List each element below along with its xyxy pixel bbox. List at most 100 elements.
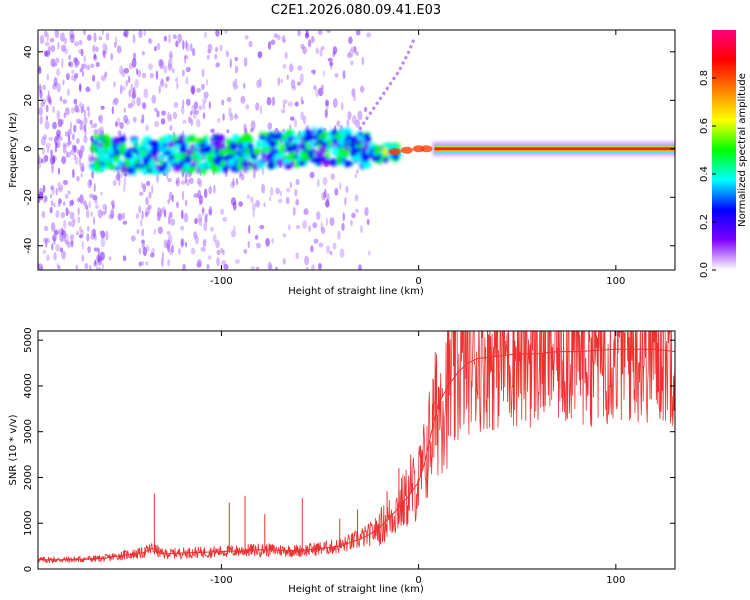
spectrogram-speckle xyxy=(205,78,209,86)
spectrogram-ridge-blob xyxy=(267,161,276,170)
spectrogram-speckle xyxy=(225,50,229,58)
spectrogram-speckle xyxy=(139,191,144,196)
spectrogram-speckle xyxy=(325,217,328,227)
spectrogram-speckle xyxy=(191,104,197,115)
spectrogram-speckle xyxy=(87,179,92,189)
spectrogram-speckle xyxy=(185,66,191,73)
spectrogram-speckle xyxy=(46,146,50,154)
spectrogram-speckle xyxy=(226,129,230,134)
spectrogram-speckle xyxy=(108,214,114,220)
spectrogram-speckle xyxy=(257,51,262,59)
spectrogram-speckle xyxy=(112,204,115,210)
spectrogram-ridge-blob xyxy=(180,144,187,149)
spectrogram-speckle xyxy=(77,207,80,216)
spectrogram-speckle xyxy=(194,109,200,115)
spectrogram-speckle xyxy=(90,63,95,68)
spectrogram-ridge-blob xyxy=(340,132,347,140)
spectrogram-speckle xyxy=(207,255,212,260)
spectrogram-speckle xyxy=(206,54,211,60)
spectrogram-speckle xyxy=(100,75,106,82)
spectrogram-speckle xyxy=(334,188,339,196)
spectrogram-x-tick-label: 100 xyxy=(606,276,625,287)
spectrogram-speckle xyxy=(234,112,238,119)
spectrogram-ridge-blob xyxy=(320,145,327,154)
spectrogram-transition-blob xyxy=(388,148,401,156)
spectrogram-speckle xyxy=(80,48,84,57)
spectrogram-speckle xyxy=(193,193,199,198)
spectrogram-speckle xyxy=(248,40,253,48)
spectrogram-speckle xyxy=(194,235,199,245)
spectrogram-speckle xyxy=(175,177,180,187)
spectrogram-speckle xyxy=(290,79,296,89)
spectrogram-speckle xyxy=(53,62,58,67)
chart-title: C2E1.2026.080.09.41.E03 xyxy=(271,3,441,18)
spectrogram-speckle xyxy=(193,231,198,240)
spectrogram-axes: -100 0 100 -40 -20 0 20 40 xyxy=(23,30,675,287)
spectrogram-speckle xyxy=(243,82,246,90)
spectrogram-speckle xyxy=(52,157,56,164)
spectrogram-speckle xyxy=(203,91,209,99)
spectrogram-speckle xyxy=(250,266,256,270)
spectrogram-speckle xyxy=(49,37,55,43)
spectrogram-speckle xyxy=(317,178,320,188)
spectrogram-speckle xyxy=(259,105,263,115)
spectrogram-speckle xyxy=(93,182,96,193)
spectrogram-ridge-blob xyxy=(266,134,271,144)
spectrogram-speckle xyxy=(293,119,298,128)
spectrogram-speckle xyxy=(182,263,186,270)
spectrogram-speckle xyxy=(83,30,86,36)
spectrogram-speckle xyxy=(169,54,173,61)
spectrogram-speckle xyxy=(119,173,123,179)
spectrogram-speckle xyxy=(64,48,69,55)
spectrogram-speckle xyxy=(355,169,359,174)
spectrogram-speckle xyxy=(116,45,122,54)
spectrogram-speckle xyxy=(83,136,88,144)
spectrogram-speckle xyxy=(315,47,320,55)
spectrogram-speckle xyxy=(81,71,85,77)
spectrogram-speckle xyxy=(108,256,112,261)
spectrogram-speckle xyxy=(275,187,281,195)
spectrogram-speckle xyxy=(75,264,79,270)
spectrogram-speckle xyxy=(164,83,168,89)
spectrogram-speckle xyxy=(43,30,48,38)
spectrogram-speckle xyxy=(297,30,301,37)
spectrogram-speckle xyxy=(100,237,106,248)
spectrogram-speckle xyxy=(97,258,102,266)
spectrogram-speckle xyxy=(115,35,118,46)
spectrogram-speckle xyxy=(93,129,99,135)
spectrogram-speckle xyxy=(164,209,167,218)
spectrogram-speckle xyxy=(45,104,49,113)
spectrogram-speckle xyxy=(340,102,344,111)
colorbar: 0.0 0.2 0.4 0.6 0.8 Normalized spectral ampl… xyxy=(699,30,748,278)
spectrogram-speckle xyxy=(183,212,189,223)
spectrogram-speckle xyxy=(229,112,234,122)
spectrogram-speckle xyxy=(273,33,279,39)
spectrogram-ridge-blob xyxy=(123,152,130,158)
spectrogram-speckle xyxy=(261,167,265,176)
spectrogram-speckle xyxy=(234,258,240,264)
spectrogram-ridge-blob xyxy=(331,138,339,143)
spectrogram-speckle xyxy=(123,183,126,193)
spectrogram-speckle xyxy=(45,142,51,149)
snr-y-label: SNR (10 * v/v) xyxy=(8,414,19,485)
spectrogram-ridge-blob xyxy=(119,136,125,143)
spectrogram-speckle xyxy=(130,83,133,93)
spectrogram-speckle xyxy=(319,48,323,57)
spectrogram-speckle xyxy=(163,65,168,74)
spectrogram-speckle xyxy=(190,247,196,255)
spectrogram-speckle xyxy=(67,134,71,143)
spectrogram-speckle xyxy=(104,206,107,214)
colorbar-tick-label: 0.2 xyxy=(699,214,710,230)
spectrogram-speckle xyxy=(313,238,319,244)
spectrogram-ridge-blob xyxy=(162,142,167,149)
spectrogram-speckle xyxy=(113,41,117,48)
spectrogram-ridge-blob xyxy=(142,156,150,164)
spectrogram-ridge-blob xyxy=(222,166,227,173)
spectrogram-speckle xyxy=(95,61,100,68)
spectrogram-ridge-blob xyxy=(190,134,196,143)
spectrogram-ridge-blob xyxy=(383,156,389,164)
spectrogram-speckle xyxy=(222,216,228,222)
spectrogram-speckle xyxy=(49,194,53,199)
spectrogram-ridge-blob xyxy=(204,146,211,154)
